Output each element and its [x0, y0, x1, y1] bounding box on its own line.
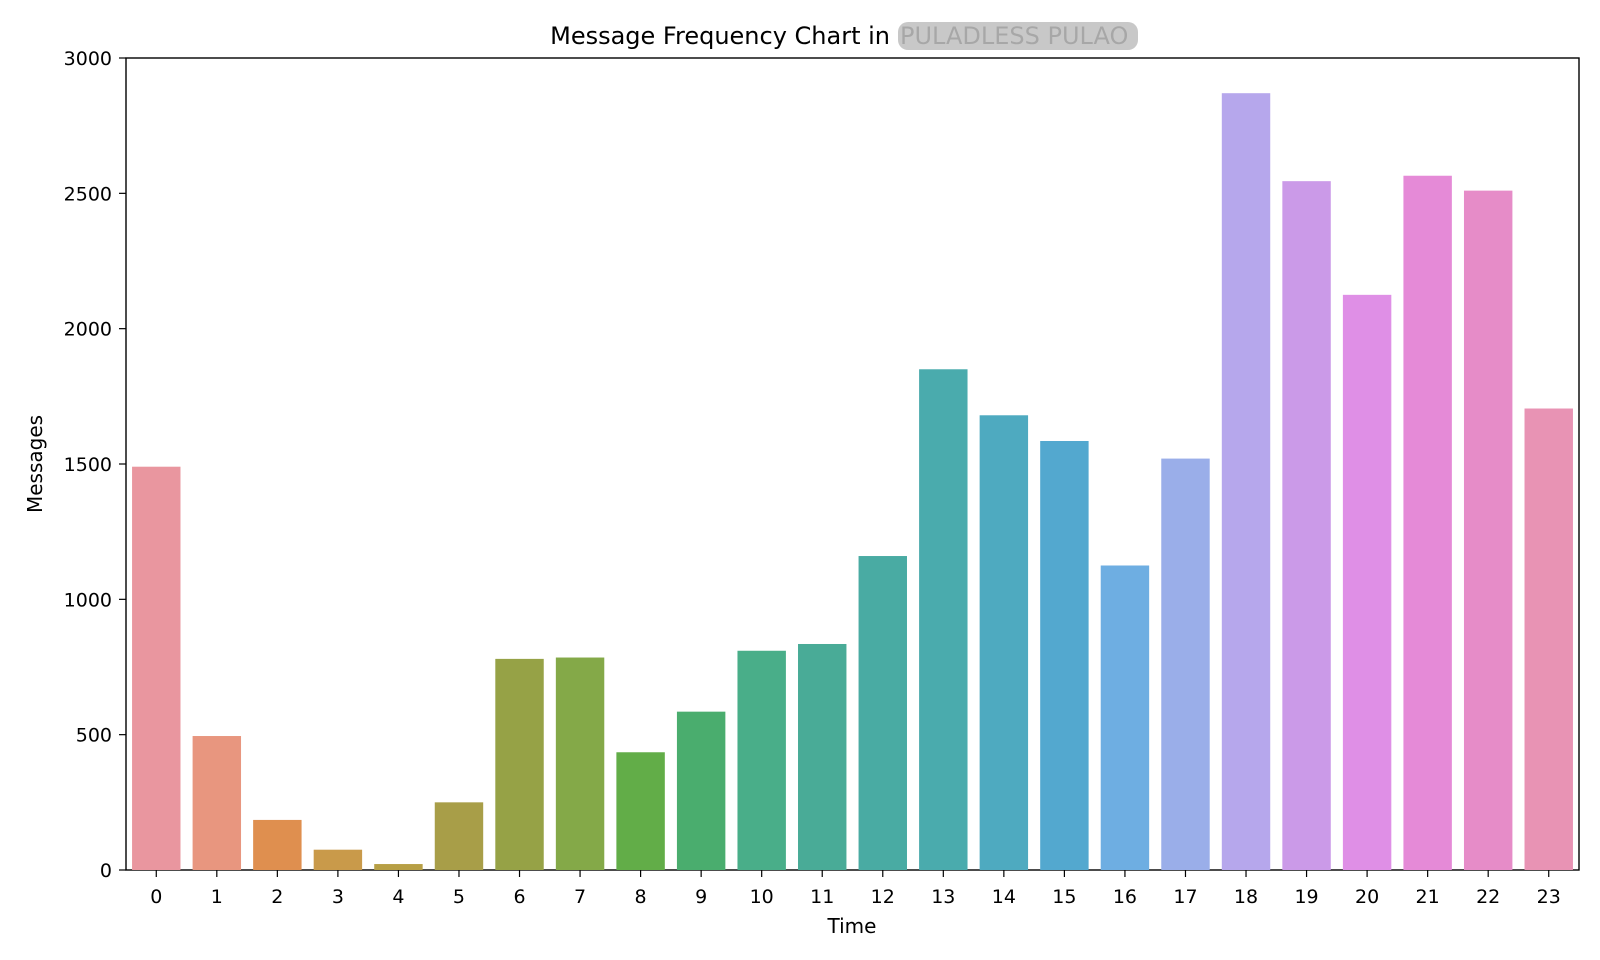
chart-title: Message Frequency Chart in PULADLESS PUL… [550, 22, 1138, 50]
bar-23 [1524, 408, 1573, 870]
x-tick-label-0: 0 [150, 886, 162, 908]
bar-7 [555, 657, 605, 870]
x-tick-label-19: 19 [1294, 886, 1318, 908]
x-tick-label-14: 14 [992, 886, 1016, 908]
y-tick-label-1500: 1500 [64, 454, 112, 476]
bar-13 [919, 369, 968, 870]
y-axis-label: Messages [23, 415, 47, 513]
bar-11 [798, 643, 847, 870]
x-tick-label-15: 15 [1052, 886, 1076, 908]
bar-8 [616, 752, 665, 870]
x-tick-label-4: 4 [392, 886, 404, 908]
bar-6 [495, 658, 544, 870]
bar-16 [1100, 565, 1150, 870]
redacted-title-text: PULADLESS PULAO [900, 22, 1128, 50]
x-tick-label-8: 8 [635, 886, 647, 908]
bar-1 [192, 736, 242, 870]
bars [132, 93, 1573, 871]
bar-17 [1161, 458, 1210, 870]
x-tick-label-3: 3 [332, 886, 344, 908]
bar-2 [253, 819, 302, 870]
bar-4 [374, 864, 423, 870]
x-tick-label-10: 10 [750, 886, 774, 908]
x-tick-label-21: 21 [1416, 886, 1440, 908]
bar-3 [313, 849, 363, 870]
bar-0 [132, 466, 181, 870]
chart-title-text: Message Frequency Chart in [550, 22, 890, 50]
x-tick-label-23: 23 [1537, 886, 1561, 908]
y-axis-ticks: 0 500 1000 1500 2000 2500 3000 [64, 48, 126, 882]
bar-15 [1040, 440, 1089, 870]
x-tick-label-16: 16 [1113, 886, 1137, 908]
x-tick-label-6: 6 [513, 886, 525, 908]
y-tick-label-0: 0 [100, 860, 112, 882]
bar-18 [1221, 93, 1271, 871]
bar-19 [1282, 181, 1331, 871]
bar-14 [979, 415, 1029, 870]
x-tick-label-11: 11 [810, 886, 834, 908]
y-tick-label-2500: 2500 [64, 183, 112, 205]
x-tick-label-2: 2 [271, 886, 283, 908]
x-tick-label-13: 13 [931, 886, 955, 908]
x-tick-label-12: 12 [871, 886, 895, 908]
bar-20 [1342, 294, 1392, 870]
bar-5 [434, 802, 484, 870]
x-tick-label-20: 20 [1355, 886, 1379, 908]
y-tick-label-3000: 3000 [64, 48, 112, 70]
x-tick-label-7: 7 [574, 886, 586, 908]
bar-12 [858, 556, 907, 870]
x-tick-label-17: 17 [1173, 886, 1197, 908]
bar-22 [1463, 190, 1513, 871]
bar-10 [737, 650, 786, 870]
x-tick-label-5: 5 [453, 886, 465, 908]
x-axis-label: Time [827, 914, 877, 938]
y-tick-label-500: 500 [76, 725, 112, 747]
x-tick-label-18: 18 [1234, 886, 1258, 908]
y-tick-label-2000: 2000 [64, 319, 112, 341]
x-tick-label-1: 1 [211, 886, 223, 908]
x-tick-label-9: 9 [695, 886, 707, 908]
bar-9 [676, 711, 726, 870]
x-axis-ticks: 0 1 2 3 4 5 6 7 8 9 10 11 12 13 14 15 16 17 18 19 20 21 22 23 [150, 870, 1561, 908]
x-tick-label-22: 22 [1476, 886, 1500, 908]
y-tick-label-1000: 1000 [64, 589, 112, 611]
redacted-title-block [898, 22, 1138, 50]
bar-21 [1403, 175, 1452, 871]
